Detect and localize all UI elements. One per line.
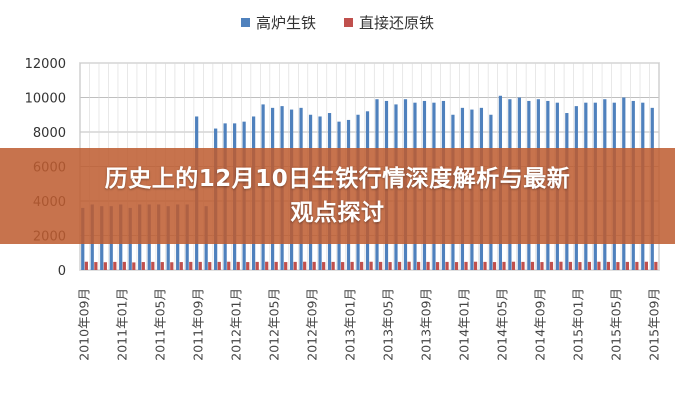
- bar-dri: [625, 261, 630, 270]
- bar-dri: [141, 262, 145, 270]
- bar-dri: [445, 261, 449, 270]
- bar-dri: [303, 261, 307, 270]
- legend-label-dri: 直接还原铁: [359, 14, 435, 32]
- x-tick-label: 2012年01月: [229, 288, 244, 361]
- x-tick-label: 2015年01月: [570, 288, 585, 361]
- bar-dri: [407, 261, 411, 270]
- bar-dri: [113, 261, 117, 270]
- bar-dri: [170, 262, 174, 270]
- headline-line-2: 观点探讨: [290, 200, 385, 226]
- bar-dri: [217, 261, 221, 270]
- legend-swatch-dri: [344, 18, 353, 27]
- x-tick-label: 2014年05月: [494, 288, 509, 361]
- legend: 高炉生铁 直接还原铁: [0, 12, 675, 33]
- x-tick-label: 2012年09月: [305, 288, 320, 361]
- bar-dri: [360, 261, 364, 270]
- y-tick-label: 12000: [25, 57, 66, 72]
- bar-dri: [378, 261, 383, 270]
- bar-dri: [293, 261, 297, 270]
- x-tick-label: 2013年01月: [343, 288, 358, 361]
- bar-dri: [635, 261, 639, 270]
- bar-dri: [208, 262, 212, 270]
- bar-dri: [606, 261, 611, 270]
- y-tick-label: 8000: [33, 126, 66, 141]
- bar-dri: [284, 262, 288, 270]
- bar-dri: [255, 261, 259, 270]
- bar-dri: [521, 261, 525, 270]
- bar-dri: [530, 261, 535, 270]
- bar-dri: [426, 261, 430, 270]
- bar-dri: [587, 261, 592, 270]
- bar-dri: [578, 262, 582, 270]
- bar-dri: [331, 261, 335, 270]
- x-tick-label: 2015年05月: [608, 288, 623, 361]
- bar-dri: [132, 262, 136, 270]
- bar-dri: [274, 261, 278, 270]
- x-tick-label: 2013年05月: [380, 288, 395, 361]
- legend-item-pig-iron: 高炉生铁: [240, 12, 316, 33]
- headline-banner: 历史上的12月10日生铁行情深度解析与最新 观点探讨: [0, 148, 675, 244]
- bar-dri: [511, 261, 516, 270]
- bar-dri: [549, 261, 554, 270]
- bar-dri: [397, 261, 402, 270]
- bar-dri: [597, 261, 601, 270]
- bar-dri: [84, 261, 88, 270]
- bar-dri: [265, 261, 269, 270]
- x-tick-label: 2010年09月: [77, 288, 92, 361]
- bar-dri: [369, 261, 373, 270]
- bar-dri: [341, 262, 345, 270]
- x-tick-label: 2011年05月: [153, 288, 168, 361]
- legend-swatch-pig-iron: [240, 18, 250, 27]
- y-tick-label: 0: [58, 264, 66, 279]
- bar-dri: [103, 262, 107, 270]
- bar-dri: [189, 261, 193, 270]
- bar-dri: [322, 262, 326, 270]
- bar-dri: [483, 261, 487, 270]
- x-tick-label: 2014年01月: [456, 288, 471, 361]
- bar-dri: [616, 262, 620, 270]
- bar-dri: [502, 261, 506, 270]
- bar-dri: [473, 261, 478, 270]
- x-tick-label: 2014年09月: [532, 288, 547, 361]
- bar-dri: [540, 262, 544, 270]
- bar-dri: [388, 262, 392, 270]
- bar-dri: [350, 261, 354, 270]
- legend-label-pig-iron: 高炉生铁: [255, 14, 316, 32]
- bar-dri: [559, 261, 563, 270]
- x-tick-label: 2015年09月: [646, 288, 661, 361]
- x-tick-label: 2013年09月: [418, 288, 433, 361]
- y-tick-label: 10000: [25, 92, 66, 107]
- bar-dri: [198, 261, 202, 270]
- bar-dri: [435, 262, 440, 270]
- x-tick-label: 2011年01月: [115, 288, 130, 361]
- bar-dri: [312, 261, 316, 270]
- bar-dri: [568, 261, 573, 270]
- bar-dri: [416, 261, 421, 270]
- bar-dri: [179, 262, 183, 270]
- headline-line-1: 历史上的12月10日生铁行情深度解析与最新: [104, 166, 571, 192]
- x-tick-label: 2012年05月: [267, 288, 282, 361]
- bar-dri: [246, 262, 250, 270]
- bar-dri: [227, 261, 231, 270]
- bar-dri: [654, 261, 658, 270]
- x-tick-label: 2011年09月: [191, 288, 206, 361]
- bar-dri: [464, 261, 468, 270]
- bar-dri: [94, 262, 98, 270]
- bar-dri: [122, 261, 126, 270]
- bar-dri: [160, 262, 164, 270]
- bar-dri: [644, 261, 648, 270]
- legend-item-dri: 直接还原铁: [344, 12, 434, 33]
- bar-dri: [236, 261, 240, 270]
- bar-dri: [454, 262, 459, 270]
- bar-dri: [492, 262, 497, 270]
- bar-dri: [151, 261, 155, 270]
